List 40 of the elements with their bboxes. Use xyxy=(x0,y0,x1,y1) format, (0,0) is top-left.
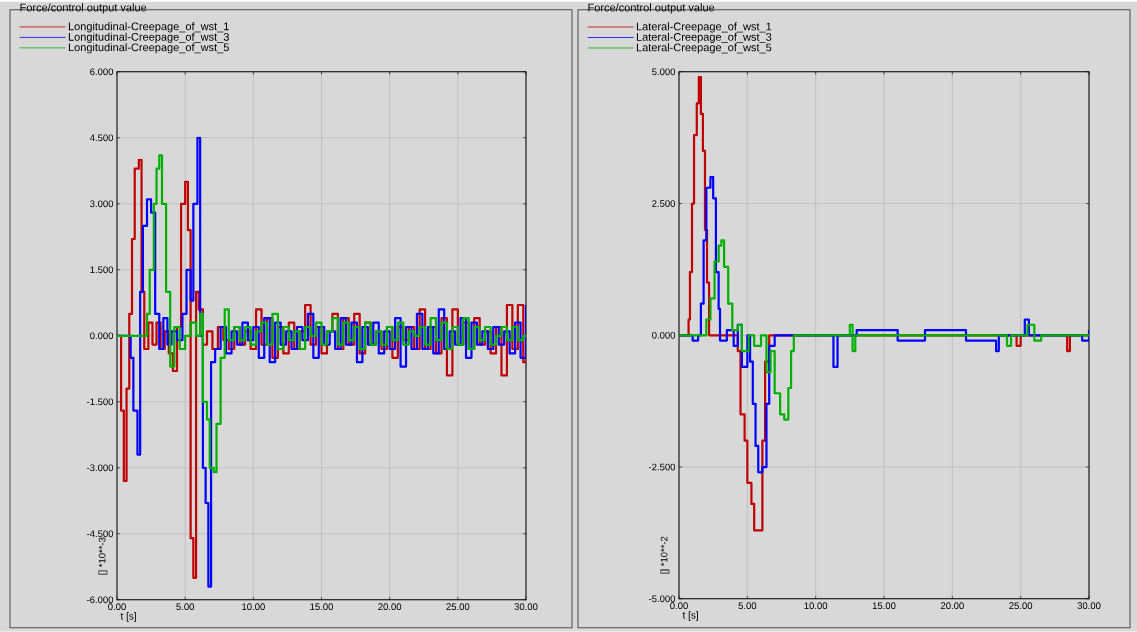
legend-label: Longitudinal-Creepage_of_wst_3 xyxy=(68,32,229,43)
legend-label: Lateral-Creepage_of_wst_3 xyxy=(636,32,772,44)
y-tick-label: -4.500 xyxy=(86,530,114,538)
x-tick-label: 15.00 xyxy=(872,602,896,610)
legend-label: Lateral-Creepage_of_wst_5 xyxy=(636,43,772,54)
y-tick-label: -2.500 xyxy=(648,463,676,471)
x-tick-label: 0.00 xyxy=(670,602,688,610)
y-tick-label: 0.000 xyxy=(90,332,114,340)
x-axis-title: t [s] xyxy=(682,611,698,621)
y-axis-title: [] *10**-2 xyxy=(660,536,670,574)
x-tick-label: 30.00 xyxy=(514,603,538,611)
x-tick-label: 10.00 xyxy=(242,603,265,611)
y-axis-title: [] *10**-3 xyxy=(98,537,108,575)
x-tick-label: 20.00 xyxy=(940,602,964,610)
x-tick-label: 15.00 xyxy=(310,603,334,611)
x-tick-label: 5.00 xyxy=(176,603,195,611)
chart-title: Force/control output value xyxy=(588,3,715,14)
x-tick-label: 10.00 xyxy=(804,602,828,610)
y-tick-label: -6.000 xyxy=(86,596,114,604)
y-tick-label: 2.500 xyxy=(652,200,676,208)
y-tick-label: -1.500 xyxy=(86,398,114,406)
x-tick-label: 5.00 xyxy=(738,602,757,610)
x-tick-label: 0.00 xyxy=(108,603,126,611)
y-tick-label: 4.500 xyxy=(89,134,114,142)
legend-label: Longitudinal-Creepage_of_wst_5 xyxy=(68,43,229,54)
y-tick-label: -5.000 xyxy=(648,595,676,603)
legend-label: Longitudinal-Creepage_of_wst_1 xyxy=(68,22,229,33)
x-tick-label: 25.00 xyxy=(1009,602,1033,610)
chart-title: Force/control output value xyxy=(20,3,147,14)
y-tick-label: 5.000 xyxy=(652,68,676,76)
y-tick-label: 1.500 xyxy=(90,266,114,274)
y-tick-label: 6.000 xyxy=(90,68,114,76)
y-tick-label: 3.000 xyxy=(90,200,114,208)
y-tick-label: 0.000 xyxy=(652,332,676,339)
x-tick-label: 30.00 xyxy=(1077,602,1101,610)
x-tick-label: 20.00 xyxy=(378,603,402,611)
x-axis-title: t [s] xyxy=(120,612,136,622)
legend-label: Lateral-Creepage_of_wst_1 xyxy=(636,22,772,33)
x-tick-label: 25.00 xyxy=(446,603,470,611)
y-tick-label: -3.000 xyxy=(86,464,114,472)
